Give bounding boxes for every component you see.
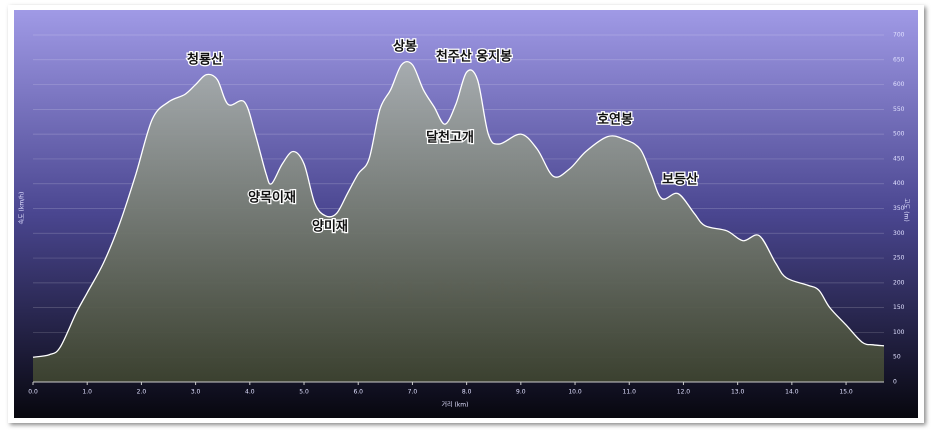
- x-tick-label: 5.0: [299, 389, 309, 396]
- x-tick-label: 9.0: [516, 389, 526, 396]
- y2-tick-label: 600: [893, 81, 905, 88]
- x-tick-label: 2.0: [137, 389, 147, 396]
- y2-tick-label: 350: [893, 205, 905, 212]
- x-tick-label: 1.0: [82, 389, 92, 396]
- x-tick-label: 15.0: [839, 389, 853, 396]
- peak-label: 상봉: [393, 40, 417, 55]
- x-tick-label: 13.0: [731, 389, 745, 396]
- y2-tick-label: 50: [893, 354, 901, 361]
- peak-label: 양미재: [312, 219, 348, 235]
- x-tick-label: 0.0: [28, 389, 38, 396]
- y2-tick-label: 500: [893, 131, 905, 138]
- y2-tick-label: 450: [893, 155, 905, 162]
- x-tick-label: 12.0: [677, 389, 691, 396]
- y2-tick-label: 250: [893, 255, 905, 262]
- x-tick-label: 7.0: [408, 389, 418, 396]
- x-tick-label: 10.0: [568, 389, 582, 396]
- peak-label: 양목이재: [248, 190, 296, 206]
- y2-tick-label: 0: [893, 379, 897, 386]
- x-tick-label: 3.0: [191, 389, 201, 396]
- x-tick-label: 8.0: [462, 389, 472, 396]
- x-tick-label: 6.0: [353, 389, 363, 396]
- y2-tick-label: 400: [893, 180, 905, 187]
- peak-label: 천주산 옹지봉: [436, 49, 512, 65]
- x-tick-label: 14.0: [785, 389, 799, 396]
- y2-tick-label: 100: [893, 329, 905, 336]
- area-fill: [33, 61, 884, 382]
- y2-tick-label: 150: [893, 304, 905, 311]
- y2-tick-label: 700: [893, 32, 905, 39]
- x-tick-label: 4.0: [245, 389, 255, 396]
- peak-label: 청룡산: [187, 52, 223, 68]
- x-tick-label: 11.0: [623, 389, 637, 396]
- x-axis-label: 거리 (km): [442, 401, 469, 409]
- peak-label: 호연봉: [597, 113, 633, 128]
- y2-tick-label: 650: [893, 56, 905, 63]
- y2-axis-label: 고도 (m): [903, 198, 910, 221]
- y2-tick-label: 200: [893, 279, 905, 286]
- y-axis-label: 속도 (km/h): [18, 192, 26, 225]
- y2-tick-label: 300: [893, 230, 905, 237]
- elevation-line: [32, 61, 885, 358]
- peak-label: 보등산: [662, 172, 698, 188]
- peak-label: 달천고개: [426, 131, 474, 146]
- y2-tick-label: 550: [893, 106, 905, 113]
